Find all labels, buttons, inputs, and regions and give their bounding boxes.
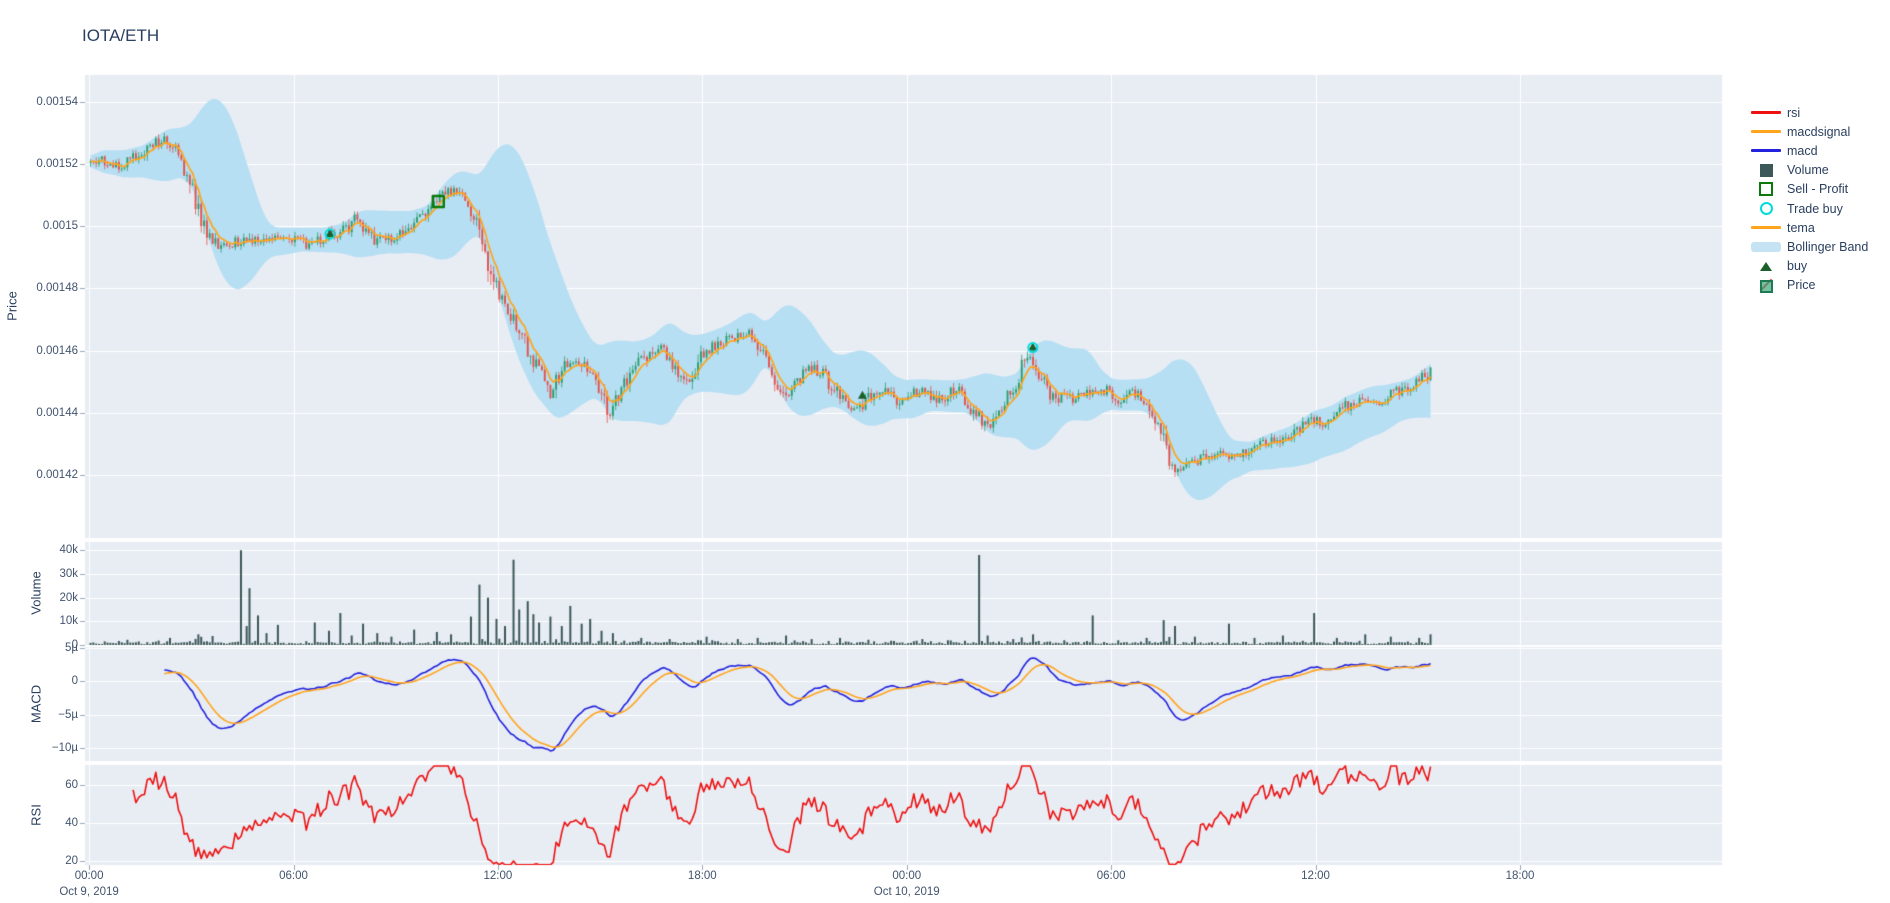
buy-triangle-icon — [1760, 261, 1772, 271]
legend-item-buy[interactable]: buy — [1748, 257, 1868, 276]
x-date-label: Oct 9, 2019 — [59, 886, 119, 898]
rsi-tick-label: 40 — [65, 816, 78, 829]
trade-buy-circle-icon — [1759, 202, 1773, 216]
legend-item-macdsignal[interactable]: macdsignal — [1748, 122, 1868, 141]
legend-label: buy — [1787, 259, 1808, 274]
tema-line-icon — [1751, 226, 1781, 230]
legend-item-sell-profit[interactable]: Sell - Profit — [1748, 180, 1868, 199]
price-axis-title: Price — [4, 291, 20, 321]
volume-tick-label: 0 — [71, 639, 78, 651]
legend-label: tema — [1787, 220, 1815, 235]
rsi-axis-title: RSI — [28, 804, 44, 826]
volume-square-icon — [1759, 163, 1773, 177]
x-tick-label: 06:00 — [1096, 870, 1126, 882]
macd-axis-title: MACD — [28, 684, 44, 724]
x-tick-label: 18:00 — [1505, 870, 1535, 882]
legend-item-rsi[interactable]: rsi — [1748, 103, 1868, 122]
legend-item-volume[interactable]: Volume — [1748, 161, 1868, 180]
macdsignal-line-icon — [1751, 130, 1781, 134]
legend-item-macd[interactable]: macd — [1748, 141, 1868, 160]
price-tick-label: 0.00142 — [36, 468, 78, 481]
volume-tick-label: 40k — [59, 544, 78, 557]
macd-tick-label: 5µ — [64, 641, 78, 654]
x-tick-label: 18:00 — [687, 870, 717, 882]
price-candle-icon — [1758, 277, 1774, 294]
price-tick-label: 0.00146 — [36, 344, 78, 357]
volume-tick-label: 10k — [59, 615, 78, 628]
legend: rsi macdsignal macd Volume Sell - Profit… — [1748, 103, 1868, 295]
legend-label: rsi — [1787, 105, 1801, 120]
volume-tick-label: 30k — [59, 567, 78, 580]
legend-label: Volume — [1787, 163, 1829, 178]
legend-label: macd — [1787, 143, 1818, 158]
rsi-tick-label: 60 — [65, 778, 78, 791]
x-tick-label: 00:00 — [892, 870, 922, 882]
price-tick-label: 0.00148 — [36, 282, 78, 295]
macd-tick-label: −5µ — [58, 708, 78, 721]
legend-item-trade-buy[interactable]: Trade buy — [1748, 199, 1868, 218]
legend-label: Sell - Profit — [1787, 182, 1849, 197]
legend-item-tema[interactable]: tema — [1748, 218, 1868, 237]
volume-tick-label: 20k — [59, 591, 78, 604]
legend-label: macdsignal — [1787, 124, 1851, 139]
macd-tick-label: 0 — [71, 675, 78, 688]
page-title: IOTA/ETH — [82, 26, 160, 45]
volume-axis-title: Volume — [28, 571, 44, 615]
legend-label: Price — [1787, 278, 1816, 293]
price-tick-label: 0.00154 — [36, 96, 78, 109]
x-tick-label: 00:00 — [74, 870, 104, 882]
price-tick-label: 0.00144 — [36, 406, 78, 419]
legend-label: Trade buy — [1787, 201, 1843, 216]
legend-item-price[interactable]: Price — [1748, 276, 1868, 295]
legend-label: Bollinger Band — [1787, 239, 1869, 254]
macd-line-icon — [1751, 149, 1781, 153]
macd-tick-label: −10µ — [51, 742, 78, 755]
price-tick-label: 0.00152 — [36, 158, 78, 171]
x-tick-label: 12:00 — [483, 870, 513, 882]
x-tick-label: 06:00 — [279, 870, 308, 882]
x-tick-label: 12:00 — [1301, 870, 1330, 882]
rsi-tick-label: 20 — [65, 855, 78, 867]
legend-item-bollinger[interactable]: Bollinger Band — [1748, 237, 1868, 256]
price-tick-label: 0.0015 — [42, 220, 78, 233]
sell-profit-square-icon — [1759, 182, 1773, 197]
bollinger-band-icon — [1751, 241, 1781, 252]
rsi-line-icon — [1751, 111, 1781, 115]
x-date-label: Oct 10, 2019 — [873, 886, 940, 898]
